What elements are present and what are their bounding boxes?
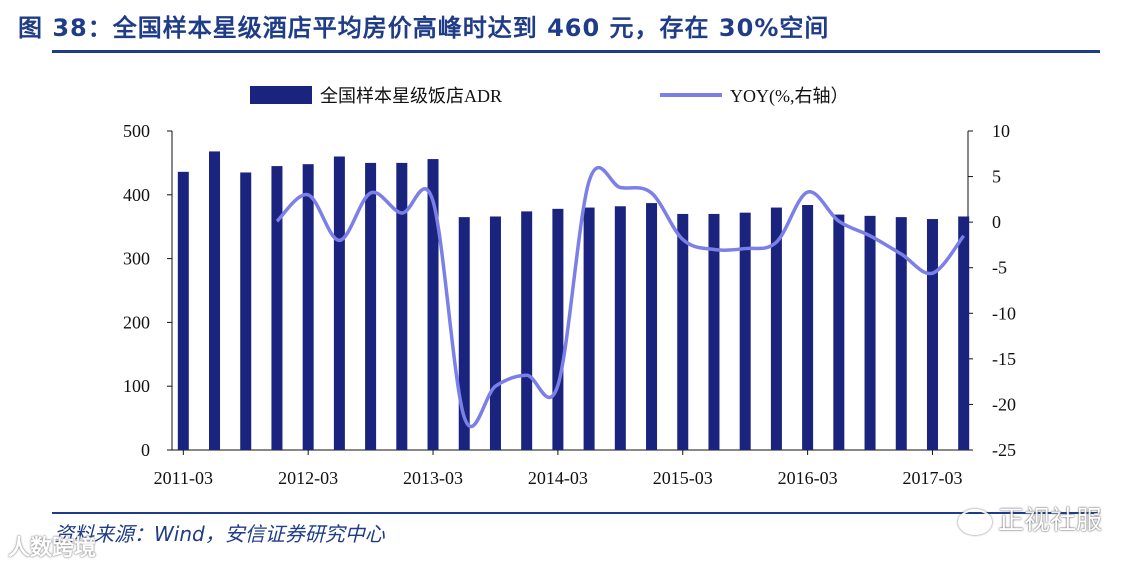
adr-bar — [802, 205, 814, 450]
x-tick-label: 2015-03 — [653, 468, 713, 488]
x-tick-label: 2011-03 — [154, 468, 213, 488]
adr-bar — [396, 162, 408, 450]
adr-bar — [521, 211, 533, 450]
left-tick-label: 300 — [123, 249, 150, 269]
legend-bar-swatch — [250, 86, 312, 104]
adr-bar — [958, 216, 970, 450]
adr-bar — [583, 207, 595, 450]
left-tick-label: 100 — [123, 376, 150, 396]
right-tick-label: 10 — [992, 121, 1010, 141]
x-tick-label: 2017-03 — [902, 468, 962, 488]
adr-bar — [770, 207, 782, 450]
adr-bar — [271, 166, 283, 450]
adr-bar — [926, 219, 938, 450]
right-tick-label: -10 — [992, 303, 1016, 323]
adr-bar — [708, 213, 720, 450]
watermark-right: 正视社服 — [958, 500, 1102, 537]
adr-bar — [333, 156, 345, 450]
adr-bar — [365, 162, 377, 450]
legend-line-label: YOY(%,右轴） — [730, 86, 849, 107]
adr-bar — [677, 213, 689, 450]
left-tick-label: 0 — [141, 440, 150, 460]
right-tick-label: -5 — [992, 258, 1007, 278]
watermark-right-text: 正视社服 — [998, 506, 1103, 536]
right-tick-label: -25 — [992, 440, 1016, 460]
adr-bar — [895, 217, 907, 450]
wechat-icon — [958, 508, 992, 535]
adr-bar — [864, 215, 876, 450]
adr-bar — [177, 171, 189, 450]
title-rule — [52, 50, 1100, 53]
chart-title: 图 38：全国样本星级酒店平均房价高峰时达到 460 元，存在 30%空间 — [18, 14, 830, 42]
x-tick-label: 2013-03 — [403, 468, 463, 488]
source-rule — [52, 512, 1100, 514]
adr-bar — [552, 208, 564, 450]
adr-bar — [240, 172, 252, 450]
adr-bar — [739, 212, 751, 450]
left-tick-label: 200 — [123, 312, 150, 332]
left-tick-label: 500 — [123, 121, 150, 141]
adr-bar — [614, 206, 626, 450]
legend-bar-label: 全国样本星级饭店ADR — [320, 86, 502, 106]
x-tick-label: 2016-03 — [778, 468, 838, 488]
source-note: 资料来源：Wind，安信证券研究中心 — [54, 522, 385, 546]
x-tick-label: 2012-03 — [278, 468, 338, 488]
adr-bar — [833, 214, 845, 450]
adr-bar — [427, 159, 439, 450]
right-tick-label: -15 — [992, 349, 1016, 369]
right-tick-label: 5 — [992, 167, 1001, 187]
adr-bar — [458, 217, 470, 450]
adr-bar — [489, 216, 501, 450]
x-tick-label: 2014-03 — [528, 468, 588, 488]
adr-bar — [646, 203, 658, 450]
right-tick-label: 0 — [992, 212, 1001, 232]
left-tick-label: 400 — [123, 185, 150, 205]
right-tick-label: -20 — [992, 394, 1016, 414]
adr-bar — [209, 151, 221, 450]
adr-bar — [302, 164, 314, 450]
watermark-left: 人数跨境 — [8, 536, 97, 561]
